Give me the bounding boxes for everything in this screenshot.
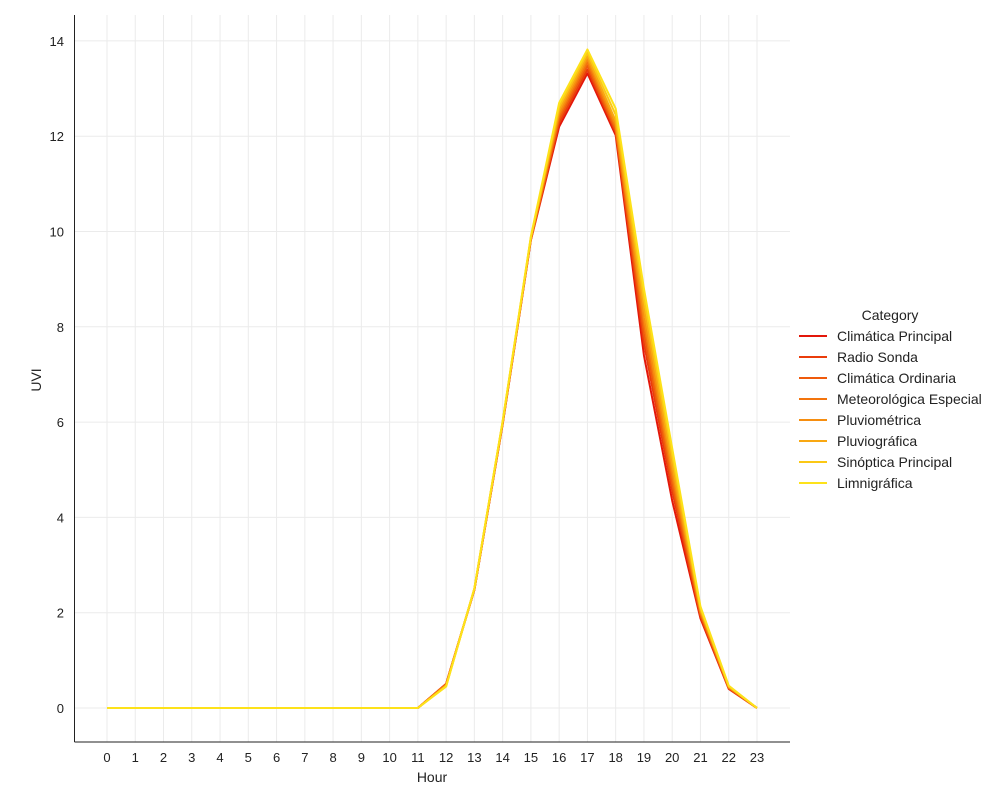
legend-label: Radio Sonda: [837, 349, 918, 365]
x-tick-label: 8: [329, 750, 336, 765]
x-tick-labels: 0 1 2 3 4 5 6 7 8 9 10 11 12 13 14 15 16 17 18 19 20 21 22 23: [103, 750, 764, 765]
x-tick-label: 13: [467, 750, 481, 765]
legend: Category Climática Principal Radio Sonda C…: [799, 307, 982, 491]
x-tick-label: 15: [524, 750, 538, 765]
y-tick-label: 8: [57, 320, 64, 335]
y-tick-label: 0: [57, 701, 64, 716]
y-tick-label: 14: [50, 34, 64, 49]
legend-label: Pluviográfica: [837, 433, 917, 449]
x-tick-label: 23: [750, 750, 764, 765]
legend-label: Sinóptica Principal: [837, 454, 952, 470]
y-tick-label: 6: [57, 415, 64, 430]
x-tick-label: 18: [608, 750, 622, 765]
legend-label: Meteorológica Especial: [837, 391, 982, 407]
x-axis-label: Hour: [417, 769, 448, 785]
x-tick-label: 5: [245, 750, 252, 765]
x-tick-label: 4: [216, 750, 223, 765]
x-tick-label: 19: [637, 750, 651, 765]
x-tick-label: 17: [580, 750, 594, 765]
x-tick-label: 14: [495, 750, 509, 765]
x-tick-label: 20: [665, 750, 679, 765]
legend-label: Climática Ordinaria: [837, 370, 956, 386]
legend-label: Pluviométrica: [837, 412, 921, 428]
x-tick-label: 12: [439, 750, 453, 765]
x-tick-label: 22: [721, 750, 735, 765]
series-line: [107, 48, 758, 709]
grid-lines: [75, 15, 790, 742]
x-tick-label: 2: [160, 750, 167, 765]
y-tick-label: 10: [50, 225, 64, 240]
series-lines: [107, 48, 758, 709]
x-tick-label: 10: [382, 750, 396, 765]
x-tick-label: 0: [103, 750, 110, 765]
x-tick-label: 16: [552, 750, 566, 765]
y-tick-label: 4: [57, 510, 64, 525]
x-tick-label: 7: [301, 750, 308, 765]
legend-title: Category: [862, 307, 919, 323]
x-tick-label: 11: [411, 750, 425, 765]
x-tick-label: 1: [132, 750, 139, 765]
axes: [74, 15, 790, 743]
y-tick-labels: 0 2 4 6 8 10 12 14: [50, 34, 64, 716]
legend-label: Limnigráfica: [837, 475, 913, 491]
x-tick-label: 21: [693, 750, 707, 765]
y-tick-label: 2: [57, 606, 64, 621]
x-tick-label: 9: [358, 750, 365, 765]
y-tick-label: 12: [50, 129, 64, 144]
x-tick-label: 6: [273, 750, 280, 765]
y-axis-label: UVI: [28, 368, 44, 391]
x-tick-label: 3: [188, 750, 195, 765]
legend-label: Climática Principal: [837, 328, 952, 344]
